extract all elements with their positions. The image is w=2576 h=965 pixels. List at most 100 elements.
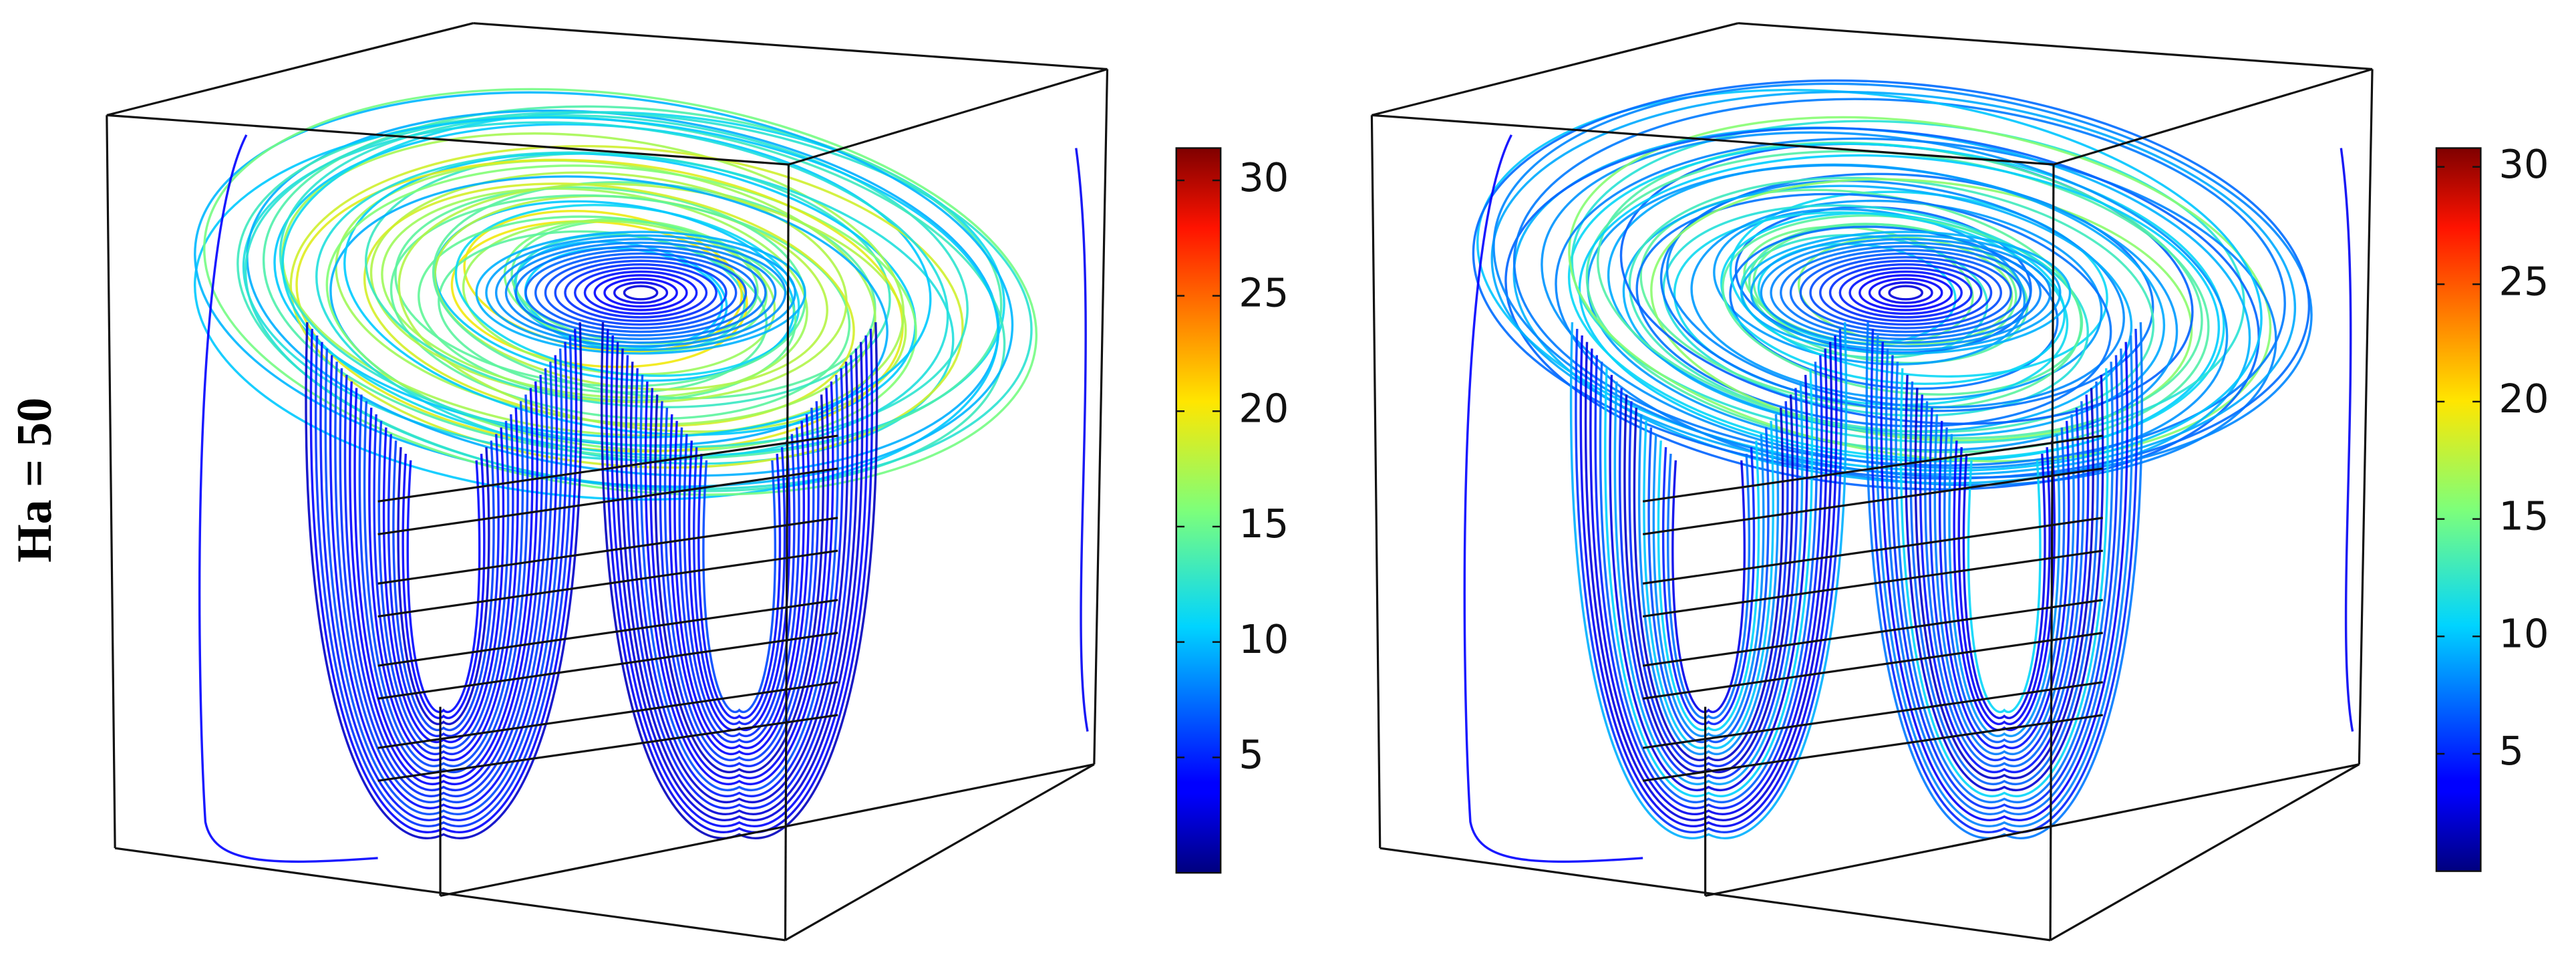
streamline [387, 434, 500, 738]
tick-label: 30 [2499, 141, 2549, 187]
streamline [1463, 134, 1643, 863]
streamline [1838, 267, 1973, 319]
streamline [524, 249, 757, 337]
streamline [485, 234, 796, 352]
streamline [649, 388, 830, 779]
streamline [669, 414, 810, 756]
streamline [1919, 394, 2090, 773]
streamline [309, 329, 578, 834]
streamline [603, 277, 678, 308]
streamline [1789, 249, 2022, 337]
streamline [504, 241, 777, 344]
streamline [1924, 401, 2085, 767]
streamlines [193, 88, 1089, 863]
streamline [573, 267, 708, 319]
streamline [593, 274, 688, 311]
streamline [418, 215, 797, 402]
plate [1642, 434, 2103, 536]
cube-edge [106, 114, 789, 166]
streamline [363, 401, 524, 767]
streamline [397, 447, 490, 726]
streamline [1075, 148, 1089, 732]
streamline [1880, 341, 2128, 822]
streamline [262, 105, 1003, 460]
streamline [1635, 192, 2112, 428]
streamline [198, 134, 378, 863]
streamline [625, 355, 854, 809]
cube-edge [2050, 763, 2360, 942]
tick-label: 5 [1239, 731, 1264, 777]
streamline [1914, 388, 2094, 779]
streamline [194, 91, 1014, 488]
streamline [1967, 460, 2042, 714]
streamline [605, 329, 873, 834]
streamline [392, 440, 495, 732]
streamline [1637, 414, 1780, 756]
plate [377, 681, 838, 782]
tick-label: 5 [2499, 728, 2524, 774]
cube-edge [1372, 114, 2054, 166]
streamline [1933, 414, 2075, 756]
cube-edge [784, 164, 790, 940]
cube-edge [1093, 69, 1109, 765]
streamline [358, 394, 529, 773]
plate [1704, 706, 2360, 898]
streamline [673, 420, 805, 750]
streamline [369, 171, 848, 404]
streamline [1819, 259, 1993, 326]
streamline [406, 460, 481, 714]
streamline [1569, 322, 1848, 840]
streamline [1604, 368, 1814, 797]
streamline [1962, 453, 2046, 720]
tick-label: 10 [2499, 610, 2549, 656]
streamline [544, 256, 738, 329]
plate [377, 599, 838, 700]
tick-label: 20 [1239, 385, 1289, 431]
cube-edge [2358, 69, 2374, 765]
streamline [1888, 285, 1923, 301]
cube-edge [788, 67, 1108, 166]
tick-label: 10 [1239, 616, 1289, 662]
streamline [654, 394, 824, 773]
streamline [620, 348, 859, 816]
streamline [659, 401, 820, 767]
streamline [1770, 241, 2042, 344]
streamline [193, 116, 999, 501]
streamline [583, 270, 698, 315]
streamline [1575, 329, 1842, 834]
streamline [1848, 270, 1963, 315]
streamline [314, 335, 573, 828]
streamline [1957, 447, 2051, 726]
streamline [1809, 256, 2003, 329]
streamline [353, 388, 534, 779]
streamlines [1463, 79, 2354, 863]
streamline [629, 362, 849, 804]
streamline [1589, 348, 1828, 816]
streamline [494, 238, 787, 348]
streamline [203, 88, 1038, 496]
streamline [397, 182, 907, 433]
streamline [1594, 355, 1823, 809]
streamline [610, 335, 868, 828]
streamline [1599, 362, 1818, 804]
streamline [1909, 381, 2100, 785]
tick-label: 15 [1239, 501, 1289, 547]
streamline [1662, 204, 2089, 417]
streamline [663, 408, 815, 761]
colorbar [2435, 147, 2482, 872]
cube-edge [784, 763, 1095, 942]
streamline [1875, 335, 2134, 828]
streamline [368, 408, 519, 761]
streamline [1472, 79, 2311, 480]
streamline [1859, 274, 1953, 311]
streamline [1652, 434, 1765, 738]
panel: 5 10 15 20 25 30 [106, 22, 1289, 942]
streamline [1661, 447, 1756, 726]
streamline [1895, 362, 2114, 804]
streamline [1885, 348, 2124, 816]
streamline [1938, 420, 2070, 750]
streamline [305, 322, 583, 840]
streamline [1890, 355, 2119, 809]
streamline [1760, 238, 2052, 348]
